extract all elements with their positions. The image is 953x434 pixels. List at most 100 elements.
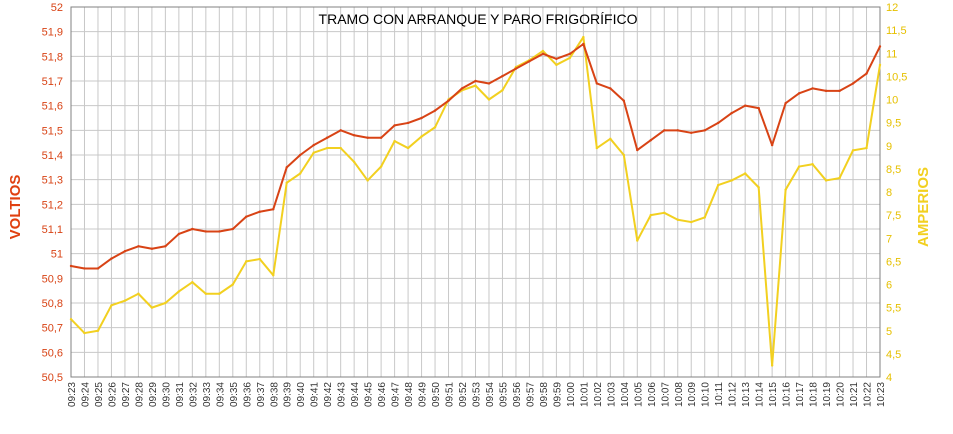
- left-tick-label: 51,9: [42, 27, 63, 39]
- data-point-voltios: [433, 109, 437, 112]
- data-point-amperios: [649, 213, 652, 217]
- data-point-voltios: [636, 148, 639, 152]
- x-tick-label: 09:44: [350, 382, 361, 407]
- data-point-voltios: [555, 57, 558, 60]
- data-point-voltios: [649, 139, 652, 142]
- data-point-amperios: [568, 56, 572, 60]
- x-tick-label: 10:14: [755, 382, 766, 407]
- data-point-amperios: [312, 151, 315, 154]
- data-point-amperios: [204, 292, 208, 295]
- x-tick-label: 10:05: [633, 382, 644, 407]
- data-point-voltios: [622, 99, 626, 102]
- left-tick-label: 51,8: [42, 51, 63, 63]
- x-tick-label: 10:15: [768, 382, 779, 407]
- data-point-voltios: [177, 232, 181, 236]
- right-tick-label: 5: [886, 326, 892, 338]
- x-tick-label: 09:40: [296, 382, 307, 407]
- x-tick-label: 09:33: [202, 382, 213, 407]
- x-tick-label: 10:17: [795, 382, 806, 407]
- data-point-voltios: [312, 143, 315, 147]
- data-point-amperios: [258, 257, 261, 261]
- x-tick-label: 10:18: [809, 382, 820, 407]
- x-tick-label: 10:10: [701, 382, 712, 407]
- data-point-voltios: [420, 116, 423, 120]
- data-point-voltios: [609, 87, 612, 90]
- data-point-voltios: [838, 89, 841, 93]
- x-tick-label: 09:25: [94, 382, 105, 407]
- data-point-amperios: [824, 179, 828, 182]
- data-point-amperios: [636, 239, 639, 242]
- right-tick-label: 9,5: [886, 118, 901, 130]
- data-point-voltios: [528, 60, 531, 63]
- left-tick-label: 50,8: [42, 298, 63, 310]
- x-tick-label: 09:52: [458, 382, 469, 407]
- y-axis-right-label: AMPERIOS: [915, 167, 932, 247]
- x-tick-label: 09:51: [445, 382, 456, 407]
- data-point-voltios: [406, 121, 410, 125]
- x-tick-label: 09:23: [67, 382, 78, 407]
- x-tick-label: 10:00: [566, 382, 577, 407]
- data-point-voltios: [204, 230, 208, 233]
- x-tick-label: 10:12: [728, 382, 739, 407]
- x-tick-label: 09:37: [256, 382, 267, 407]
- data-point-amperios: [717, 183, 720, 187]
- data-point-amperios: [797, 165, 801, 168]
- data-point-amperios: [352, 160, 356, 164]
- x-tick-label: 10:16: [782, 382, 793, 407]
- left-tick-label: 51: [51, 249, 63, 261]
- data-point-voltios: [379, 136, 383, 139]
- right-tick-label: 6: [886, 280, 892, 292]
- x-tick-label: 10:07: [660, 382, 671, 407]
- right-tick-label: 6,5: [886, 256, 901, 268]
- data-point-amperios: [339, 146, 342, 150]
- x-tick-label: 09:48: [404, 382, 415, 407]
- data-point-amperios: [676, 218, 679, 221]
- left-tick-label: 51,7: [42, 76, 63, 88]
- data-point-voltios: [743, 104, 747, 107]
- x-tick-label: 09:34: [215, 382, 226, 407]
- data-point-amperios: [69, 317, 73, 321]
- x-tick-label: 09:32: [188, 382, 199, 407]
- data-point-voltios: [851, 82, 855, 85]
- x-tick-label: 09:38: [269, 382, 280, 407]
- data-point-amperios: [285, 181, 288, 184]
- data-point-voltios: [366, 136, 369, 139]
- data-point-voltios: [285, 166, 288, 169]
- x-tick-label: 10:08: [674, 382, 685, 407]
- data-point-voltios: [83, 267, 86, 270]
- data-point-voltios: [797, 92, 801, 95]
- right-tick-label: 9: [886, 141, 892, 153]
- data-point-voltios: [123, 250, 127, 253]
- x-tick-label: 09:56: [512, 382, 523, 407]
- data-point-voltios: [164, 245, 167, 248]
- data-point-amperios: [622, 153, 626, 157]
- x-tick-label: 09:43: [337, 382, 348, 407]
- left-axis-ticks: 50,5 50,6 50,7 50,8 50,9 51 51,1 51,2 51,3 51,4 51…: [42, 2, 63, 384]
- x-axis-ticks: 09:23 09:24 09:25 09:26 09:27 09:28 09:29 09:30…: [67, 382, 887, 407]
- data-point-amperios: [137, 292, 140, 295]
- left-tick-label: 50,6: [42, 347, 63, 359]
- x-tick-label: 09:57: [525, 382, 536, 407]
- plot-frame: [70, 6, 881, 378]
- data-point-amperios: [299, 172, 302, 175]
- x-tick-label: 09:47: [391, 382, 402, 407]
- data-point-voltios: [460, 87, 464, 90]
- series-group: [69, 35, 882, 367]
- data-point-amperios: [609, 137, 612, 141]
- right-tick-label: 12: [886, 2, 898, 14]
- data-point-amperios: [177, 290, 181, 293]
- x-tick-label: 09:28: [134, 382, 145, 407]
- data-point-voltios: [299, 153, 302, 157]
- right-tick-label: 11: [886, 48, 897, 60]
- data-point-voltios: [231, 227, 234, 231]
- data-point-amperios: [96, 329, 100, 332]
- x-tick-label: 10:06: [647, 382, 658, 407]
- data-point-amperios: [878, 63, 882, 67]
- data-point-voltios: [878, 45, 882, 48]
- data-point-voltios: [191, 227, 194, 231]
- data-point-amperios: [123, 299, 127, 302]
- data-point-voltios: [770, 143, 774, 147]
- x-tick-label: 10:02: [593, 382, 604, 407]
- right-tick-label: 4: [886, 372, 892, 384]
- x-tick-label: 09:29: [148, 382, 159, 407]
